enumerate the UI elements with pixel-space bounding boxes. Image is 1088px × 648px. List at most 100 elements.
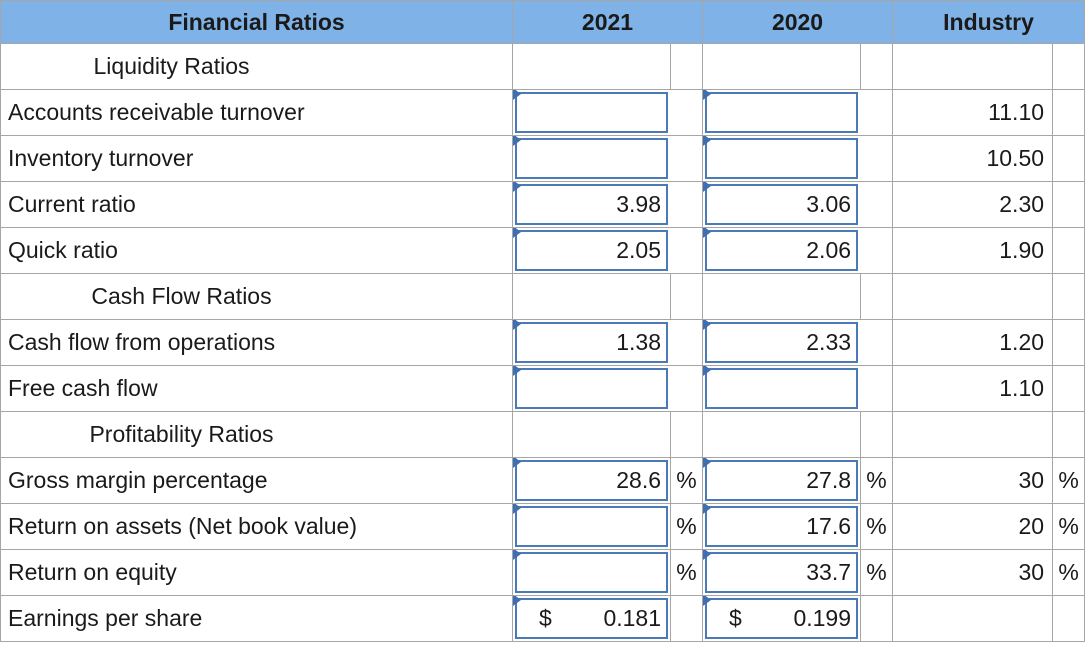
- dropdown-marker-icon: [513, 596, 521, 606]
- cell-2021: [512, 503, 671, 550]
- eps-2020-input[interactable]: $ 0.199: [705, 598, 859, 639]
- percent-sign: %: [860, 549, 894, 596]
- current-ratio-industry: 2.30: [892, 181, 1054, 228]
- cfo-2020-input[interactable]: 2.33: [705, 322, 859, 363]
- table-row-roa: Return on assets (Net book value) % 17.6…: [0, 503, 1086, 550]
- dropdown-marker-icon: [703, 596, 712, 606]
- percent-sign: %: [669, 549, 704, 596]
- roe-2020-input[interactable]: 33.7: [705, 552, 859, 593]
- fcf-2020-input[interactable]: [705, 368, 859, 409]
- percent-sign: %: [669, 503, 704, 550]
- row-label: Earnings per share: [0, 595, 513, 642]
- row-label: Free cash flow: [0, 365, 513, 412]
- blank-cell: [669, 595, 704, 642]
- fcf-industry: 1.10: [892, 365, 1054, 412]
- cell-2020: 27.8: [702, 457, 862, 504]
- gross-margin-2020-input[interactable]: 27.8: [705, 460, 859, 501]
- dropdown-marker-icon: [703, 550, 712, 560]
- dropdown-marker-icon: [513, 228, 521, 238]
- header-industry: Industry: [892, 0, 1086, 44]
- cell-2021: $ 0.181: [512, 595, 671, 642]
- percent-sign: %: [669, 457, 704, 504]
- row-label: Quick ratio: [0, 227, 513, 274]
- blank-cell: [669, 273, 704, 320]
- dropdown-marker-icon: [513, 366, 521, 376]
- blank-cell: [702, 43, 862, 90]
- table-row-current-ratio: Current ratio 3.98 3.06 2.30: [0, 181, 1086, 228]
- current-ratio-2020-input[interactable]: 3.06: [705, 184, 859, 225]
- quick-ratio-2020-input[interactable]: 2.06: [705, 230, 859, 271]
- table-row-roe: Return on equity % 33.7 % 30 %: [0, 549, 1086, 596]
- ar-turnover-2020-input[interactable]: [705, 92, 859, 133]
- roa-2020-input[interactable]: 17.6: [705, 506, 859, 547]
- blank-cell: [860, 273, 894, 320]
- percent-sign: %: [860, 457, 894, 504]
- blank-cell: [860, 411, 894, 458]
- quick-ratio-2021-input[interactable]: 2.05: [515, 230, 669, 271]
- roe-2021-input[interactable]: [515, 552, 668, 593]
- row-label: Cash flow from operations: [0, 319, 513, 366]
- cell-2020: $ 0.199: [702, 595, 862, 642]
- cell-2020: 3.06: [702, 181, 894, 228]
- roa-2021-input[interactable]: [515, 506, 668, 547]
- cell-2021: 3.98: [511, 181, 704, 228]
- blank-cell: [512, 43, 671, 90]
- cell-2021: [512, 549, 671, 596]
- blank-cell: [512, 411, 671, 458]
- cell-2020: 2.33: [702, 319, 894, 366]
- blank-cell: [860, 595, 894, 642]
- cell-2020: [702, 135, 894, 182]
- dropdown-marker-icon: [513, 182, 521, 192]
- section-row-cash-flow: Cash Flow Ratios: [0, 273, 1086, 320]
- cell-2021: [511, 89, 704, 136]
- roe-industry: 30: [892, 549, 1054, 596]
- gross-margin-industry: 30: [892, 457, 1054, 504]
- roa-industry: 20: [892, 503, 1054, 550]
- header-2021: 2021: [511, 0, 704, 44]
- row-label: Accounts receivable turnover: [0, 89, 513, 136]
- section-liquidity-ratios: Liquidity Ratios: [0, 43, 513, 90]
- blank-cell: [1052, 365, 1086, 412]
- blank-cell: [892, 273, 1054, 320]
- inv-turnover-2020-input[interactable]: [705, 138, 859, 179]
- fcf-2021-input[interactable]: [515, 368, 669, 409]
- table-row-ar-turnover: Accounts receivable turnover 11.10: [0, 89, 1086, 136]
- table-row-fcf: Free cash flow 1.10: [0, 365, 1086, 412]
- table-row-quick-ratio: Quick ratio 2.05 2.06 1.90: [0, 227, 1086, 274]
- cell-2020: 2.06: [702, 227, 894, 274]
- cell-2021: 1.38: [511, 319, 704, 366]
- blank-cell: [1052, 273, 1086, 320]
- dropdown-marker-icon: [703, 320, 712, 330]
- inv-turnover-industry: 10.50: [892, 135, 1054, 182]
- cell-2021: 2.05: [511, 227, 704, 274]
- section-cash-flow-ratios: Cash Flow Ratios: [0, 273, 513, 320]
- table-row-gross-margin: Gross margin percentage 28.6 % 27.8 % 30…: [0, 457, 1086, 504]
- dropdown-marker-icon: [513, 136, 521, 146]
- header-2020: 2020: [702, 0, 894, 44]
- cell-2021: 28.6: [512, 457, 671, 504]
- gross-margin-2021-input[interactable]: 28.6: [515, 460, 668, 501]
- table-row-inv-turnover: Inventory turnover 10.50: [0, 135, 1086, 182]
- ar-turnover-industry: 11.10: [892, 89, 1054, 136]
- current-ratio-2021-input[interactable]: 3.98: [515, 184, 669, 225]
- blank-cell: [1052, 411, 1086, 458]
- blank-cell: [702, 411, 862, 458]
- header-financial-ratios: Financial Ratios: [0, 0, 513, 44]
- dollar-sign: $: [539, 605, 552, 631]
- dollar-sign: $: [729, 605, 742, 631]
- dropdown-marker-icon: [703, 366, 712, 376]
- row-label: Return on equity: [0, 549, 513, 596]
- eps-2021-input[interactable]: $ 0.181: [515, 598, 668, 639]
- eps-2020-value: 0.199: [793, 605, 852, 631]
- ar-turnover-2021-input[interactable]: [515, 92, 669, 133]
- table-row-cfo: Cash flow from operations 1.38 2.33 1.20: [0, 319, 1086, 366]
- blank-cell: [1052, 89, 1086, 136]
- inv-turnover-2021-input[interactable]: [515, 138, 669, 179]
- blank-cell: [1052, 319, 1086, 366]
- row-label: Gross margin percentage: [0, 457, 513, 504]
- cfo-industry: 1.20: [892, 319, 1054, 366]
- cfo-2021-input[interactable]: 1.38: [515, 322, 669, 363]
- section-row-profitability: Profitability Ratios: [0, 411, 1086, 458]
- cell-2020: 33.7: [702, 549, 862, 596]
- blank-cell: [669, 411, 704, 458]
